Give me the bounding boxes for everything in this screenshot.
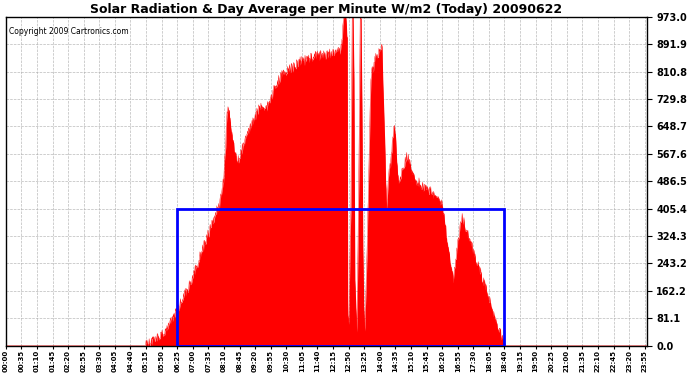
Bar (177, 209, 504, 345)
Title: Solar Radiation & Day Average per Minute W/m2 (Today) 20090622: Solar Radiation & Day Average per Minute… (90, 3, 562, 16)
Text: Copyright 2009 Cartronics.com: Copyright 2009 Cartronics.com (9, 27, 128, 36)
